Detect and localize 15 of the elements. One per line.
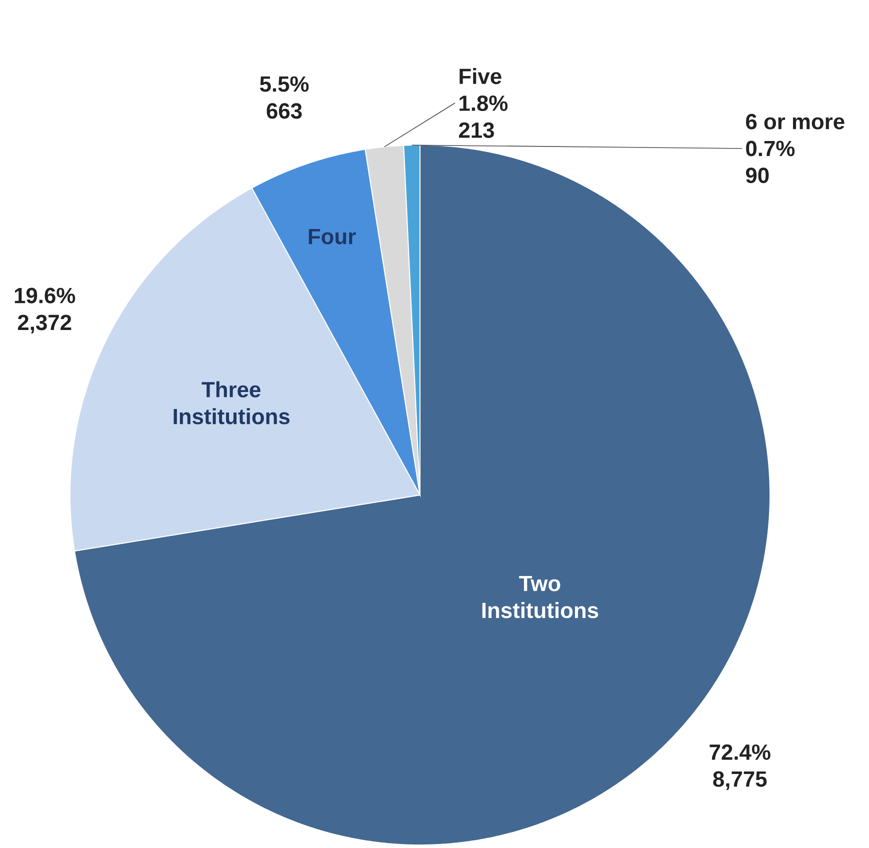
text: 0.7% [746, 140, 795, 156]
text: 19.6% [14, 288, 76, 304]
text: 1.8% [460, 95, 508, 112]
data-label: 213 [458, 122, 494, 138]
data-label: 8,775 [713, 771, 767, 790]
slice-label: Two Institutions [482, 576, 598, 618]
slice-label: 6 or more [746, 114, 844, 130]
data-label: 2,372 [18, 314, 72, 334]
slice-label: Three Institutions [174, 381, 290, 424]
text: 72.4% [710, 744, 770, 760]
data-label: 663 [266, 103, 302, 119]
data-label: 90 [746, 168, 769, 184]
slice-label: Four [308, 228, 356, 244]
slice-label: Five [460, 68, 502, 84]
text: 5.5% [260, 76, 309, 92]
